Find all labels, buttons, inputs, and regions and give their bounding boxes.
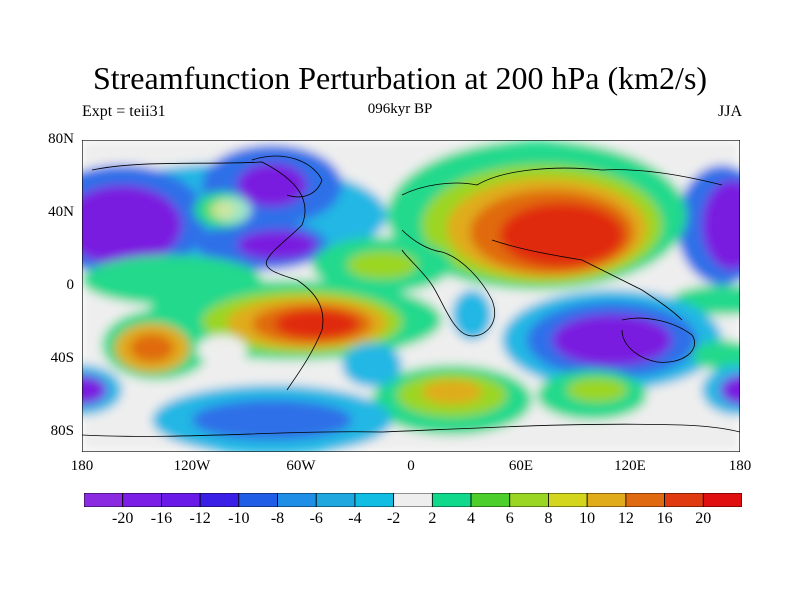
lat-label: 40N xyxy=(48,204,74,220)
colorbar-tick-label: -4 xyxy=(348,510,362,527)
colorbar-tick-label: -2 xyxy=(386,510,401,527)
colorbar-swatch xyxy=(470,493,511,507)
colorbar-tick-label: 2 xyxy=(428,510,437,527)
lat-label: 80N xyxy=(48,131,74,147)
contour-field xyxy=(82,140,740,452)
time-label: 096kyr BP xyxy=(367,101,433,117)
colorbar-tick-label: 20 xyxy=(695,510,712,527)
colorbar-swatch xyxy=(664,493,704,507)
lon-label: 120E xyxy=(614,458,646,474)
lat-label: 80S xyxy=(50,423,74,439)
lon-label: 180 xyxy=(728,458,752,474)
colorbar-tick-label: 8 xyxy=(544,510,553,527)
colorbar-tick-label: -16 xyxy=(150,510,173,527)
colorbar-swatch xyxy=(161,493,201,507)
colorbar-swatch xyxy=(509,493,549,507)
colorbar-swatch xyxy=(199,493,240,507)
lat-label: 0 xyxy=(66,277,75,293)
colorbar-tick-label: 6 xyxy=(505,510,514,527)
colorbar-tick-label: -20 xyxy=(112,510,134,527)
colorbar-tick-label: -6 xyxy=(309,510,323,527)
colorbar-tick-label: 4 xyxy=(467,510,476,527)
colorbar-swatch xyxy=(431,493,472,507)
streamfunction-map xyxy=(82,140,740,452)
season-label: JJA xyxy=(717,103,742,120)
colorbar-swatch xyxy=(315,493,356,507)
experiment-label: Expt = teii31 xyxy=(82,103,166,120)
lon-label: 60W xyxy=(286,458,316,474)
lon-label: 60E xyxy=(508,458,534,474)
colorbar-swatch xyxy=(393,493,433,507)
colorbar-swatch xyxy=(586,493,627,507)
colorbar-swatch xyxy=(702,493,742,507)
map-title: Streamfunction Perturbation at 200 hPa (… xyxy=(92,60,708,96)
colorbar-tick-label: -10 xyxy=(228,510,250,527)
colorbar xyxy=(84,493,742,507)
lat-label: 40S xyxy=(50,350,74,366)
lon-label: 0 xyxy=(407,458,415,474)
colorbar-tick-label: 12 xyxy=(617,510,634,527)
coastlines xyxy=(82,155,740,437)
colorbar-swatch xyxy=(625,493,665,507)
lon-label: 180 xyxy=(70,458,94,474)
colorbar-tick-label: 16 xyxy=(656,510,673,527)
colorbar-swatch xyxy=(238,493,278,507)
colorbar-swatch xyxy=(84,493,124,507)
colorbar-swatch xyxy=(277,493,317,507)
colorbar-swatch xyxy=(354,493,395,507)
lon-label: 120W xyxy=(173,458,211,474)
colorbar-tick-label: -12 xyxy=(189,510,211,527)
colorbar-swatch xyxy=(122,493,162,507)
colorbar-tick-label: 10 xyxy=(579,510,596,527)
colorbar-swatch xyxy=(548,493,588,507)
colorbar-tick-label: -8 xyxy=(270,510,285,527)
